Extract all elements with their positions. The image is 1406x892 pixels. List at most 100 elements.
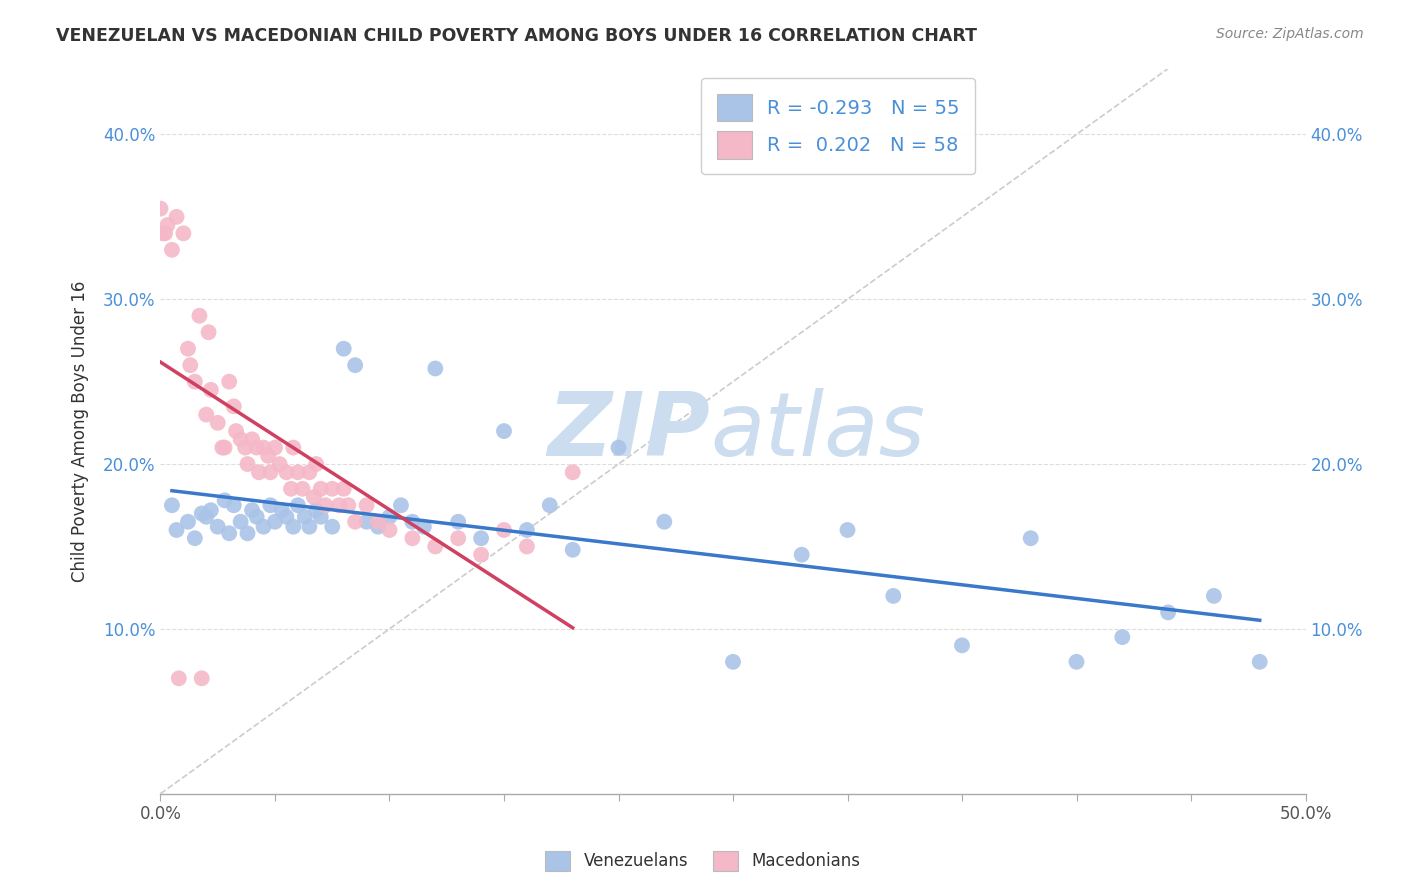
Point [233, 441, 256, 455]
Point [291, 482, 314, 496]
Legend: R = -0.293   N = 55, R =  0.202   N = 58: R = -0.293 N = 55, R = 0.202 N = 58 [702, 78, 976, 174]
Point [156, 218, 179, 232]
Point [367, 515, 389, 529]
Point [229, 515, 252, 529]
Point [222, 400, 245, 414]
Point [344, 515, 367, 529]
Point [344, 358, 367, 372]
Point [950, 638, 973, 652]
Point [470, 531, 492, 545]
Point [309, 482, 332, 496]
Point [190, 671, 212, 685]
Point [225, 424, 247, 438]
Point [172, 227, 194, 241]
Point [167, 671, 190, 685]
Point [240, 503, 263, 517]
Point [160, 498, 183, 512]
Point [538, 498, 561, 512]
Text: atlas: atlas [710, 388, 925, 474]
Point [561, 465, 583, 479]
Point [160, 243, 183, 257]
Point [207, 519, 229, 533]
Point [259, 465, 281, 479]
Point [328, 498, 350, 512]
Point [321, 482, 343, 496]
Point [236, 457, 259, 471]
Point [447, 515, 470, 529]
Point [337, 498, 360, 512]
Point [269, 457, 291, 471]
Point [1019, 531, 1042, 545]
Point [276, 509, 298, 524]
Point [309, 509, 332, 524]
Point [1111, 630, 1133, 644]
Point [401, 531, 423, 545]
Point [1157, 606, 1180, 620]
Point [179, 358, 201, 372]
Point [294, 509, 316, 524]
Point [195, 509, 218, 524]
Point [177, 515, 200, 529]
Point [207, 416, 229, 430]
Point [367, 519, 389, 533]
Point [882, 589, 904, 603]
Point [1066, 655, 1088, 669]
Point [184, 531, 207, 545]
Point [252, 441, 274, 455]
Point [259, 498, 281, 512]
Point [790, 548, 813, 562]
Point [298, 519, 321, 533]
Point [1249, 655, 1271, 669]
Point [283, 441, 305, 455]
Point [378, 509, 401, 524]
Point [149, 202, 172, 216]
Point [356, 498, 378, 512]
Point [356, 515, 378, 529]
Point [257, 449, 280, 463]
Point [264, 441, 287, 455]
Point [314, 498, 336, 512]
Point [214, 493, 236, 508]
Point [561, 542, 583, 557]
Point [177, 342, 200, 356]
Point [218, 526, 240, 541]
Point [470, 548, 492, 562]
Point [607, 441, 630, 455]
Point [222, 498, 245, 512]
Point [412, 519, 434, 533]
Point [321, 519, 343, 533]
Text: Source: ZipAtlas.com: Source: ZipAtlas.com [1216, 27, 1364, 41]
Point [200, 503, 222, 517]
Point [283, 519, 305, 533]
Point [152, 227, 174, 241]
Point [280, 482, 302, 496]
Point [153, 227, 176, 241]
Point [425, 540, 447, 554]
Point [1202, 589, 1225, 603]
Point [236, 526, 259, 541]
Point [190, 507, 212, 521]
Point [837, 523, 859, 537]
Point [332, 482, 354, 496]
Point [214, 441, 236, 455]
Point [270, 503, 292, 517]
Point [721, 655, 744, 669]
Point [378, 523, 401, 537]
Y-axis label: Child Poverty Among Boys Under 16: Child Poverty Among Boys Under 16 [72, 280, 89, 582]
Point [252, 519, 274, 533]
Point [218, 375, 240, 389]
Point [516, 540, 538, 554]
Point [652, 515, 675, 529]
Point [492, 424, 515, 438]
Point [492, 523, 515, 537]
Point [401, 515, 423, 529]
Point [211, 441, 233, 455]
Point [389, 498, 412, 512]
Text: ZIP: ZIP [547, 388, 710, 475]
Point [425, 361, 447, 376]
Point [305, 457, 328, 471]
Point [246, 441, 269, 455]
Point [305, 503, 328, 517]
Point [287, 498, 309, 512]
Point [188, 309, 211, 323]
